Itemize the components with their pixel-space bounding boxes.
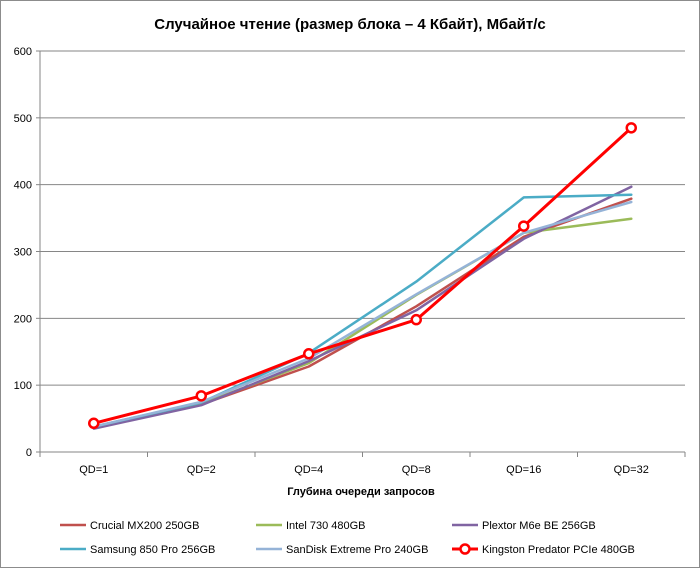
y-tick-label: 300 <box>14 247 32 259</box>
y-tick-label: 400 <box>14 180 32 192</box>
legend-label: Kingston Predator PCIe 480GB <box>482 544 635 556</box>
y-tick-label: 200 <box>14 313 32 325</box>
data-point-marker <box>88 417 100 430</box>
x-tick-label: QD=1 <box>79 464 108 476</box>
x-tick-label: QD=8 <box>402 464 431 476</box>
y-tick-label: 0 <box>26 447 32 459</box>
series-lines <box>88 122 637 430</box>
x-tick-label: QD=4 <box>294 464 323 476</box>
y-tick-label: 600 <box>14 46 32 58</box>
legend-label: Intel 730 480GB <box>286 520 366 532</box>
data-point-marker <box>410 313 422 326</box>
data-point-marker <box>195 390 207 402</box>
legend-label: SanDisk Extreme Pro 240GB <box>286 544 428 556</box>
legend-label: Samsung 850 Pro 256GB <box>90 544 215 556</box>
legend-label: Crucial MX200 250GB <box>90 520 199 532</box>
x-axis-label: Глубина очереди запросов <box>287 486 435 498</box>
grid-lines <box>40 50 685 386</box>
x-tick-label: QD=32 <box>614 464 649 476</box>
series-line <box>92 217 633 429</box>
legend: Crucial MX200 250GB Intel 730 480GB Plexto… <box>60 520 635 556</box>
series-line <box>92 200 633 428</box>
chart-title: Случайное чтение (размер блока – 4 Кбайт… <box>154 16 546 33</box>
series-line <box>92 197 633 429</box>
y-tick-label: 500 <box>14 113 32 125</box>
data-point-marker <box>625 122 637 134</box>
data-point-marker <box>303 348 315 360</box>
series-line <box>92 185 633 430</box>
series-line <box>92 126 633 425</box>
x-tick-label: QD=2 <box>187 464 216 476</box>
legend-label: Plextor M6e BE 256GB <box>482 520 596 532</box>
data-point-marker <box>518 220 530 232</box>
legend-marker <box>459 543 471 555</box>
axes: 0 100 200 300 400 500 600 QD=1 QD=2 QD=4 QD=8 QD=16… <box>14 46 686 476</box>
x-tick-label: QD=16 <box>506 464 541 476</box>
y-tick-label: 100 <box>14 380 32 392</box>
